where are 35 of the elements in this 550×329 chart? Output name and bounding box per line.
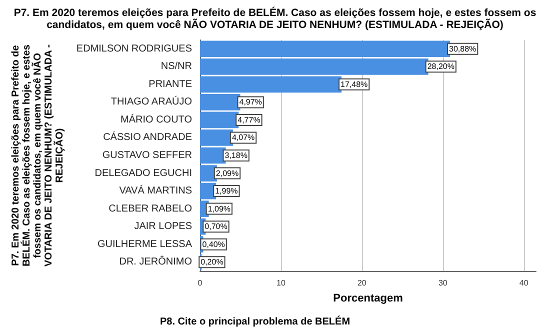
data-label: 3,18% (224, 151, 248, 160)
y-tick-label: VAVÁ MARTINS (119, 184, 192, 197)
chart-title: P7. Em 2020 teremos eleições para Prefeito de BELÉM. Caso as eleições fossem hoje, e estes fossem os candidatos, em quem você NÃO VOTARIA DE JEITO NENHUM? (ESTIMULADA - REJEIÇÃO) (14, 6, 536, 31)
y-tick-label: THIAGO ARAÚJO (110, 96, 192, 108)
data-label: 1,09% (208, 204, 231, 214)
y-tick-label: GUILHERME LESSA (98, 238, 192, 250)
data-label: 17,48% (340, 80, 368, 89)
y-tick-label: NS/NR (160, 61, 192, 72)
data-label: 0,20% (200, 258, 224, 267)
x-tick-label: 0 (198, 278, 203, 288)
y-tick-label: PRIANTE (148, 78, 192, 90)
x-tick-label: 30 (438, 278, 448, 288)
data-label: 0,70% (204, 222, 228, 232)
data-label: 2,09% (216, 168, 239, 178)
text: P8. Cite o principal problema de BELÉM (160, 316, 350, 328)
y-tick-label: CÁSSIO ANDRADE (103, 131, 192, 144)
y-tick-label: CLEBER RABELO (108, 203, 192, 214)
y-tick-label: JAIR LOPES (134, 221, 192, 232)
x-tick-label: 40 (519, 278, 529, 288)
data-label: 4,97% (239, 98, 262, 107)
x-tick-label: 10 (276, 278, 286, 288)
y-tick-label: MÁRIO COUTO (120, 113, 192, 126)
y-tick-label: DR. JERÔNIMO (119, 256, 192, 268)
y-tick-label: DELEGADO EGUCHI (94, 168, 192, 179)
data-label: 1,99% (215, 186, 238, 196)
x-tick-label: 20 (357, 278, 367, 288)
y-axis-title: P7. Em 2020 teremos eleições para Prefeito de BELÉM. Caso as eleições fossem hoje, e estes fossem os candidatos, em quem você NÃO VOTARIA DE JEITO NENHUM? (ESTIMULADA - REJEIÇÃO) (10, 44, 66, 267)
y-tick-label: GUSTAVO SEFFER (102, 150, 192, 161)
y-tick-label: EDMILSON RODRIGUES (76, 43, 192, 54)
data-label: 30,88% (449, 44, 476, 54)
data-label: 4,77% (238, 115, 260, 124)
data-label: 28,20% (427, 62, 454, 72)
data-label: 0,40% (202, 240, 225, 249)
data-label: 4,07% (232, 133, 255, 142)
x-axis-title: Porcentagem (333, 292, 404, 304)
